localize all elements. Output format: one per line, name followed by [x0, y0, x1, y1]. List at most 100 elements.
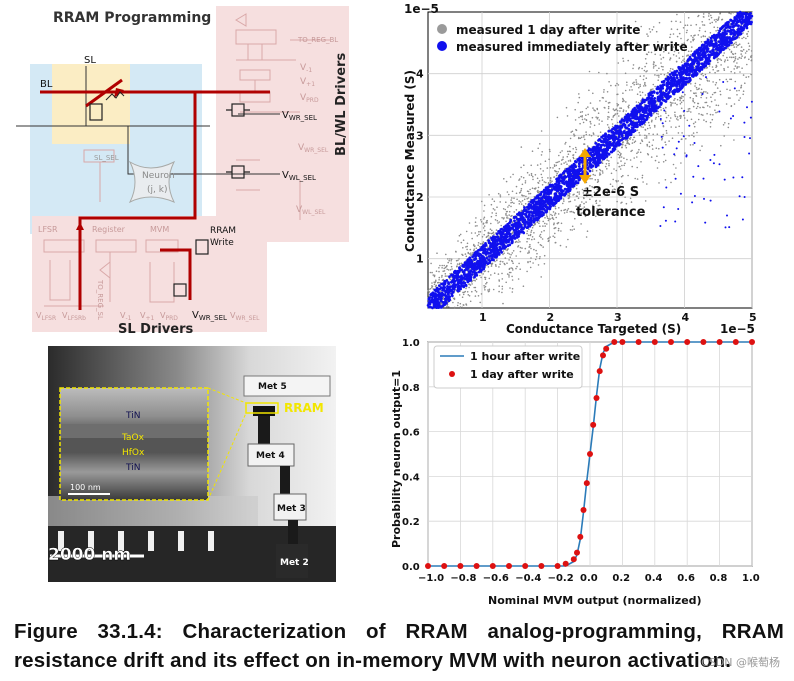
blue-point	[603, 150, 607, 154]
blue-point	[739, 27, 743, 31]
gray-point	[658, 161, 660, 164]
gray-point	[672, 68, 674, 70]
blue-point	[728, 37, 732, 41]
gray-point	[549, 179, 552, 182]
gray-point	[705, 101, 708, 104]
blue-point	[697, 54, 701, 58]
gray-point	[474, 232, 477, 234]
blue-point	[734, 36, 737, 40]
gray-point	[616, 112, 619, 115]
gray-point	[709, 113, 712, 116]
blue-point	[479, 256, 483, 260]
gray-point	[503, 262, 506, 265]
blue-point	[722, 48, 725, 51]
blue-point	[737, 24, 740, 27]
gray-point	[483, 216, 486, 219]
gray-point	[581, 201, 583, 203]
gray-point	[679, 99, 681, 102]
gray-point	[621, 144, 624, 146]
gray-point	[568, 196, 571, 198]
blue-point	[708, 55, 711, 59]
gray-point	[589, 177, 591, 180]
gray-point	[429, 288, 432, 290]
gray-point	[670, 105, 672, 107]
gray-point	[604, 165, 607, 168]
gray-point	[523, 195, 525, 197]
gray-point	[614, 188, 616, 191]
gray-point	[599, 200, 601, 202]
gray-point	[529, 234, 532, 237]
gray-point	[511, 252, 514, 254]
gray-point	[639, 85, 641, 88]
gray-point	[487, 289, 489, 291]
gray-point	[701, 21, 703, 23]
gray-point	[616, 82, 618, 85]
gray-point	[727, 66, 729, 68]
gray-point	[641, 91, 644, 94]
gray-point	[596, 208, 598, 210]
gray-point	[559, 244, 562, 247]
gray-point	[495, 229, 498, 231]
gray-point	[534, 258, 537, 261]
gray-point	[481, 236, 484, 238]
gray-point	[440, 290, 442, 293]
gray-point	[493, 272, 496, 275]
gray-point	[466, 248, 468, 251]
gray-point	[678, 125, 680, 128]
gray-point	[526, 232, 528, 235]
gray-point	[519, 268, 521, 271]
blue-point	[503, 237, 507, 241]
gray-point	[490, 274, 492, 276]
gray-point	[532, 224, 535, 227]
gray-point	[611, 189, 614, 191]
gray-point	[511, 275, 513, 278]
gray-point	[683, 60, 686, 63]
gray-point	[672, 46, 675, 48]
gray-point	[455, 251, 457, 253]
gray-point	[746, 35, 749, 38]
gray-point	[644, 81, 646, 84]
gray-point	[517, 239, 520, 241]
gray-point	[677, 132, 680, 134]
gray-point	[546, 167, 549, 169]
gray-point	[743, 57, 746, 59]
blue-point	[541, 207, 544, 211]
gray-point	[745, 37, 747, 40]
gray-point	[587, 113, 589, 116]
gray-point	[672, 102, 674, 104]
gray-point	[751, 54, 753, 57]
blue-point	[489, 242, 493, 246]
gray-point	[539, 168, 542, 170]
blue-point	[610, 150, 614, 154]
gray-point	[469, 253, 471, 255]
gray-point	[644, 94, 647, 96]
gray-point	[730, 51, 733, 53]
gray-point	[653, 65, 655, 67]
blue-point	[504, 245, 507, 249]
gray-point	[573, 135, 575, 137]
blue-point	[678, 80, 682, 84]
blue-point	[549, 196, 552, 200]
gray-point	[662, 48, 665, 50]
gray-point	[473, 249, 475, 252]
gray-point	[738, 56, 741, 59]
gray-point	[458, 263, 461, 266]
gray-point	[486, 281, 488, 284]
gray-point	[693, 92, 696, 95]
blue-point	[724, 26, 728, 30]
gray-point	[482, 227, 485, 229]
gray-point	[679, 96, 681, 99]
gray-point	[476, 225, 478, 227]
blue-point	[653, 97, 657, 100]
gray-point	[686, 110, 688, 113]
gray-point	[699, 84, 701, 86]
blue-point	[732, 32, 736, 36]
gray-point	[511, 231, 514, 234]
gray-point	[700, 41, 703, 43]
blue-point	[473, 258, 476, 261]
blue-point	[647, 108, 650, 112]
blue-point	[623, 119, 626, 123]
gray-point	[654, 74, 656, 76]
gray-point	[458, 294, 461, 296]
blue-point	[534, 200, 538, 204]
